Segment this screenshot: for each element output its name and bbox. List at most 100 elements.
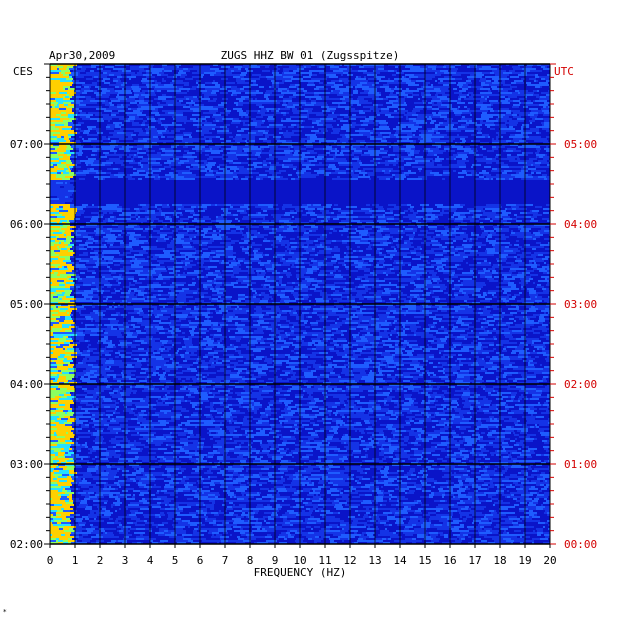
spectrogram-cell xyxy=(381,218,387,220)
spectrogram-cell xyxy=(512,114,517,116)
spectrogram-cell xyxy=(237,110,243,112)
spectrogram-cell xyxy=(383,214,385,216)
spectrogram-cell xyxy=(252,242,255,244)
spectrogram-cell xyxy=(416,158,424,160)
spectrogram-cell xyxy=(159,72,164,74)
spectrogram-cell xyxy=(406,116,408,118)
spectrogram-cell xyxy=(499,158,508,160)
spectrogram-cell xyxy=(545,256,550,258)
spectrogram-cell xyxy=(306,242,313,244)
spectrogram-cell xyxy=(488,234,492,236)
spectrogram-cell xyxy=(501,210,506,212)
spectrogram-cell xyxy=(455,142,457,144)
spectrogram-cell xyxy=(150,160,156,162)
spectrogram-cell xyxy=(130,216,136,218)
spectrogram-cell xyxy=(471,232,473,234)
spectrogram-cell xyxy=(281,118,283,120)
spectrogram-cell xyxy=(440,98,446,100)
spectrogram-cell xyxy=(118,222,120,224)
spectrogram-cell xyxy=(323,124,332,126)
spectrogram-cell xyxy=(513,116,521,118)
spectrogram-cell xyxy=(323,132,325,134)
spectrogram-cell xyxy=(369,116,376,118)
spectrogram-cell xyxy=(487,250,489,252)
spectrogram-cell xyxy=(189,234,192,236)
spectrogram-cell xyxy=(435,160,440,162)
spectrogram-cell xyxy=(250,84,258,86)
spectrogram-cell xyxy=(319,170,325,172)
spectrogram-cell xyxy=(425,174,434,176)
spectrogram-cell xyxy=(406,64,413,66)
spectrogram-cell xyxy=(107,124,115,126)
spectrogram-cell xyxy=(536,246,544,248)
spectrogram-cell xyxy=(435,244,442,246)
spectrogram-cell xyxy=(179,116,187,118)
spectrogram-cell xyxy=(501,236,509,238)
spectrogram-cell xyxy=(280,260,286,262)
spectrogram-cell xyxy=(256,212,258,214)
spectrogram-cell xyxy=(367,172,371,174)
spectrogram-cell xyxy=(154,98,158,100)
spectrogram-cell xyxy=(485,76,493,78)
spectrogram-cell xyxy=(292,132,294,134)
spectrogram-cell xyxy=(216,216,218,218)
spectrogram-cell xyxy=(281,112,286,114)
spectrogram-cell xyxy=(523,130,532,132)
spectrogram-cell xyxy=(67,66,73,68)
spectrogram-cell xyxy=(326,152,330,154)
spectrogram-cell xyxy=(117,76,122,78)
spectrogram-cell xyxy=(316,222,323,224)
spectrogram-cell xyxy=(404,172,409,174)
spectrogram-cell xyxy=(58,248,61,250)
spectrogram-cell xyxy=(231,122,240,124)
spectrogram-cell xyxy=(495,124,500,126)
spectrogram-cell xyxy=(506,140,509,142)
spectrogram-cell xyxy=(536,96,540,98)
spectrogram-cell xyxy=(231,226,240,228)
spectrogram-cell xyxy=(59,222,62,224)
spectrogram-cell xyxy=(517,158,520,160)
spectrogram-cell xyxy=(170,150,173,152)
spectrogram-cell xyxy=(351,148,356,150)
spectrogram-cell xyxy=(180,218,189,220)
spectrogram-cell xyxy=(215,70,224,72)
spectrogram-cell xyxy=(470,238,472,240)
spectrogram-cell xyxy=(75,76,84,78)
spectrogram-cell xyxy=(263,140,271,142)
spectrogram-cell xyxy=(219,246,228,248)
spectrogram-cell xyxy=(237,264,241,266)
spectrogram-cell xyxy=(524,232,531,234)
spectrogram-cell xyxy=(287,230,294,232)
spectrogram-cell xyxy=(127,220,133,222)
spectrogram-cell xyxy=(432,252,439,254)
spectrogram-cell xyxy=(182,266,186,268)
spectrogram-cell xyxy=(142,212,151,214)
spectrogram-cell xyxy=(408,140,413,142)
spectrogram-cell xyxy=(311,130,319,132)
spectrogram-cell xyxy=(419,130,428,132)
spectrogram-cell xyxy=(462,86,465,88)
spectrogram-cell xyxy=(285,78,291,80)
spectrogram-cell xyxy=(118,110,125,112)
spectrogram-cell xyxy=(437,72,444,74)
spectrogram-cell xyxy=(499,130,507,132)
spectrogram-cell xyxy=(165,218,172,220)
spectrogram-cell xyxy=(486,88,490,90)
spectrogram-cell xyxy=(531,216,537,218)
spectrogram-cell xyxy=(161,158,170,160)
spectrogram-cell xyxy=(441,140,449,142)
spectrogram-cell xyxy=(519,142,526,144)
spectrogram-cell xyxy=(250,232,258,234)
spectrogram-cell xyxy=(55,152,57,154)
spectrogram-cell xyxy=(507,114,512,116)
spectrogram-cell xyxy=(410,210,414,212)
spectrogram-cell xyxy=(311,226,318,228)
spectrogram-cell xyxy=(320,118,327,120)
spectrogram-cell xyxy=(396,238,399,240)
spectrogram-cell xyxy=(219,168,222,170)
spectrogram-cell xyxy=(158,98,166,100)
spectrogram-cell xyxy=(224,226,231,228)
spectrogram-cell xyxy=(512,66,520,68)
spectrogram-cell xyxy=(394,218,400,220)
spectrogram-cell xyxy=(495,244,501,246)
